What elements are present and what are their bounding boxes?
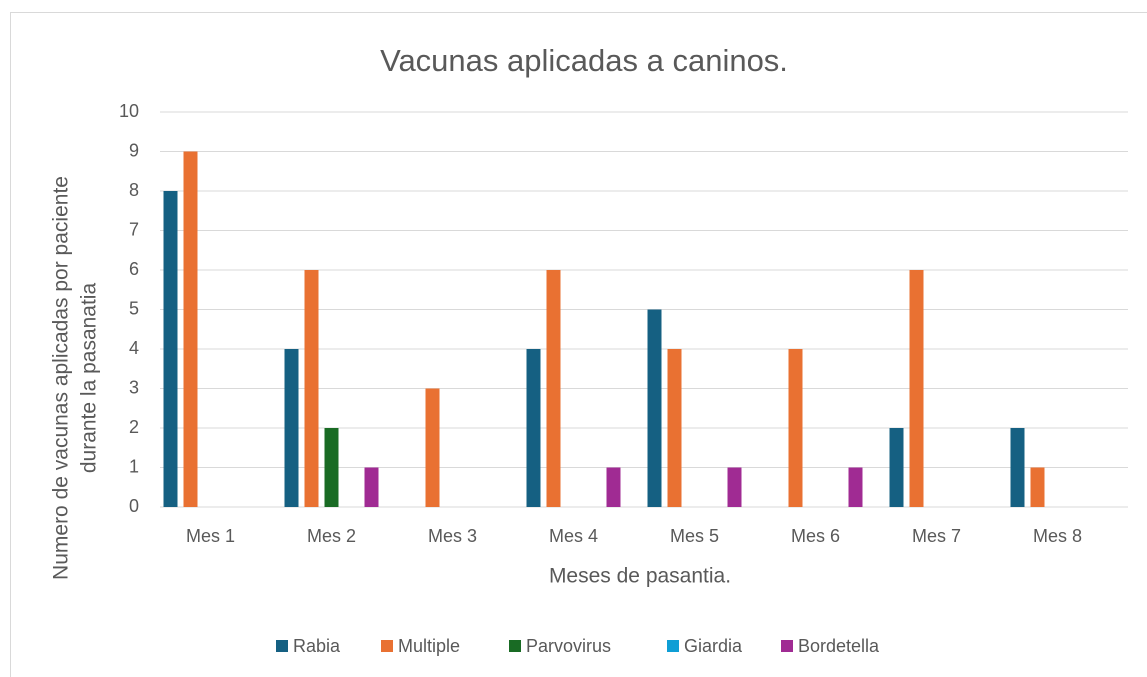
- bar: [606, 467, 621, 507]
- legend-label: Parvovirus: [526, 636, 611, 656]
- bar: [284, 349, 299, 507]
- y-tick-label: 10: [119, 101, 139, 121]
- y-tick-label: 5: [129, 298, 139, 318]
- legend-label: Giardia: [684, 636, 743, 656]
- bar: [647, 309, 662, 507]
- bar: [727, 467, 742, 507]
- bar: [526, 349, 541, 507]
- bar: [364, 467, 379, 507]
- bar: [1030, 467, 1045, 507]
- chart-title: Vacunas aplicadas a caninos.: [380, 43, 788, 78]
- legend-label: Multiple: [398, 636, 460, 656]
- y-tick-label: 6: [129, 259, 139, 279]
- bar: [848, 467, 863, 507]
- x-tick-label: Mes 7: [912, 526, 961, 546]
- bar: [304, 270, 319, 507]
- y-tick-label: 8: [129, 180, 139, 200]
- x-tick-label: Mes 2: [307, 526, 356, 546]
- x-tick-label: Mes 5: [670, 526, 719, 546]
- bar: [183, 151, 198, 507]
- y-axis-title: Numero de vacunas aplicadas por paciente: [50, 176, 73, 580]
- x-axis-title: Meses de pasantia.: [549, 565, 731, 588]
- x-tick-label: Mes 3: [428, 526, 477, 546]
- y-tick-label: 7: [129, 219, 139, 239]
- bar: [667, 349, 682, 507]
- chart-border: [10, 12, 1147, 677]
- legend-swatch: [276, 640, 288, 652]
- bar: [425, 388, 440, 507]
- x-tick-label: Mes 8: [1033, 526, 1082, 546]
- y-tick-label: 2: [129, 417, 139, 437]
- y-axis-title: durante la pasanatia: [78, 283, 101, 474]
- legend-label: Bordetella: [798, 636, 880, 656]
- legend-swatch: [509, 640, 521, 652]
- x-tick-label: Mes 6: [791, 526, 840, 546]
- y-tick-label: 0: [129, 496, 139, 516]
- bar: [1010, 428, 1025, 507]
- x-tick-label: Mes 4: [549, 526, 598, 546]
- y-tick-label: 9: [129, 140, 139, 160]
- y-tick-label: 4: [129, 338, 139, 358]
- x-tick-label: Mes 1: [186, 526, 235, 546]
- bar: [546, 270, 561, 507]
- bar: [324, 428, 339, 507]
- y-tick-label: 1: [129, 456, 139, 476]
- bar: [889, 428, 904, 507]
- legend-swatch: [381, 640, 393, 652]
- legend-label: Rabia: [293, 636, 341, 656]
- bar: [909, 270, 924, 507]
- legend-swatch: [781, 640, 793, 652]
- bar: [163, 191, 178, 507]
- y-tick-label: 3: [129, 377, 139, 397]
- legend-swatch: [667, 640, 679, 652]
- bar: [788, 349, 803, 507]
